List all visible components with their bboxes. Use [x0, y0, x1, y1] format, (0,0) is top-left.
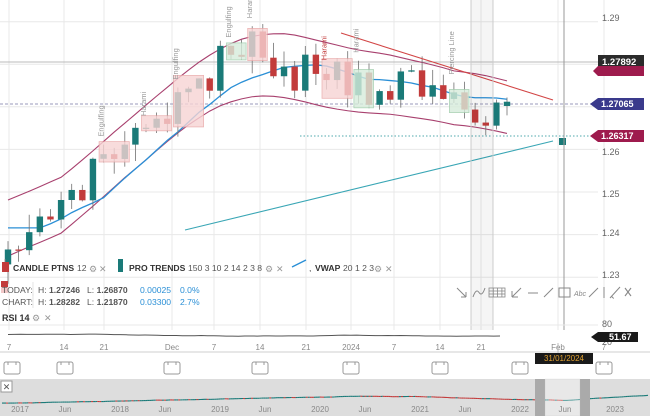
svg-text:Dec: Dec [165, 343, 179, 352]
svg-text:✕: ✕ [276, 264, 284, 274]
svg-text:✕: ✕ [99, 264, 107, 274]
svg-text:Harami: Harami [245, 0, 254, 18]
svg-text:1.29: 1.29 [602, 13, 620, 23]
svg-text:H: 1.27246: H: 1.27246 [38, 285, 80, 295]
svg-text:⚙: ⚙ [374, 264, 382, 274]
svg-text:L: 1.26870: L: 1.26870 [87, 285, 128, 295]
svg-text:,: , [309, 263, 311, 273]
svg-text:31/01/2024: 31/01/2024 [544, 354, 585, 363]
svg-text:21: 21 [477, 343, 486, 352]
svg-text:2019: 2019 [211, 405, 229, 414]
svg-text:Harami: Harami [139, 91, 148, 116]
svg-text:✕: ✕ [385, 264, 393, 274]
svg-text:1.23: 1.23 [602, 270, 620, 280]
svg-text:12: 12 [77, 263, 87, 273]
svg-text:Piercing Line: Piercing Line [447, 31, 456, 74]
svg-text:Jun: Jun [59, 405, 72, 414]
svg-text:CANDLE PTNS: CANDLE PTNS [13, 263, 74, 273]
svg-text:2022: 2022 [511, 405, 529, 414]
svg-text:✕: ✕ [44, 313, 52, 323]
svg-text:Engulfing: Engulfing [224, 6, 233, 37]
svg-text:14: 14 [436, 343, 445, 352]
svg-text:20 1 2 3: 20 1 2 3 [343, 263, 374, 273]
svg-text:Engulfing: Engulfing [171, 48, 180, 79]
svg-text:21: 21 [100, 343, 109, 352]
svg-text:✕: ✕ [3, 382, 11, 392]
svg-text:Jun: Jun [259, 405, 272, 414]
svg-text:7: 7 [392, 343, 397, 352]
svg-text:2.7%: 2.7% [180, 297, 200, 307]
svg-text:14: 14 [256, 343, 265, 352]
svg-text:1.24: 1.24 [602, 228, 620, 238]
svg-text:PRO TRENDS: PRO TRENDS [129, 263, 186, 273]
svg-text:2020: 2020 [311, 405, 329, 414]
svg-text:Harami: Harami [351, 28, 360, 53]
svg-text:Jun: Jun [559, 405, 572, 414]
svg-text:14: 14 [60, 343, 69, 352]
svg-text:Engulfing: Engulfing [97, 105, 106, 136]
svg-text:⚙: ⚙ [89, 264, 97, 274]
svg-text:2024: 2024 [342, 343, 360, 352]
svg-text:80: 80 [602, 319, 612, 329]
svg-text:2021: 2021 [411, 405, 429, 414]
svg-text:1.27065: 1.27065 [601, 99, 634, 109]
svg-text:Abc: Abc [573, 291, 587, 298]
svg-text:21: 21 [302, 343, 311, 352]
svg-text:Jun: Jun [359, 405, 372, 414]
svg-text:Jun: Jun [459, 405, 472, 414]
svg-text:7: 7 [212, 343, 217, 352]
svg-text:2023: 2023 [606, 405, 624, 414]
svg-text:TODAY:: TODAY: [2, 285, 33, 295]
svg-text:0.03300: 0.03300 [140, 297, 171, 307]
svg-text:1.26317: 1.26317 [601, 131, 634, 141]
svg-text:1.26: 1.26 [602, 147, 620, 157]
svg-text:7: 7 [602, 343, 607, 352]
svg-text:⚙: ⚙ [32, 313, 40, 323]
svg-text:RSI 14: RSI 14 [2, 313, 30, 323]
svg-text:H: 1.28282: H: 1.28282 [38, 297, 80, 307]
svg-text:1.25: 1.25 [602, 189, 620, 199]
svg-text:2018: 2018 [111, 405, 129, 414]
svg-text:0.0%: 0.0% [180, 285, 200, 295]
svg-text:L: 1.21870: L: 1.21870 [87, 297, 128, 307]
svg-text:2017: 2017 [11, 405, 29, 414]
svg-text:150 3 10 2 14 2 3 8: 150 3 10 2 14 2 3 8 [188, 263, 262, 273]
svg-text:⚙: ⚙ [265, 264, 273, 274]
svg-text:7: 7 [7, 343, 12, 352]
svg-text:0.00025: 0.00025 [140, 285, 171, 295]
svg-text:51.67: 51.67 [609, 332, 632, 342]
svg-text:Jun: Jun [159, 405, 172, 414]
svg-text:Harami: Harami [320, 36, 329, 61]
svg-text:CHART:: CHART: [2, 297, 33, 307]
svg-text:VWAP: VWAP [315, 263, 341, 273]
